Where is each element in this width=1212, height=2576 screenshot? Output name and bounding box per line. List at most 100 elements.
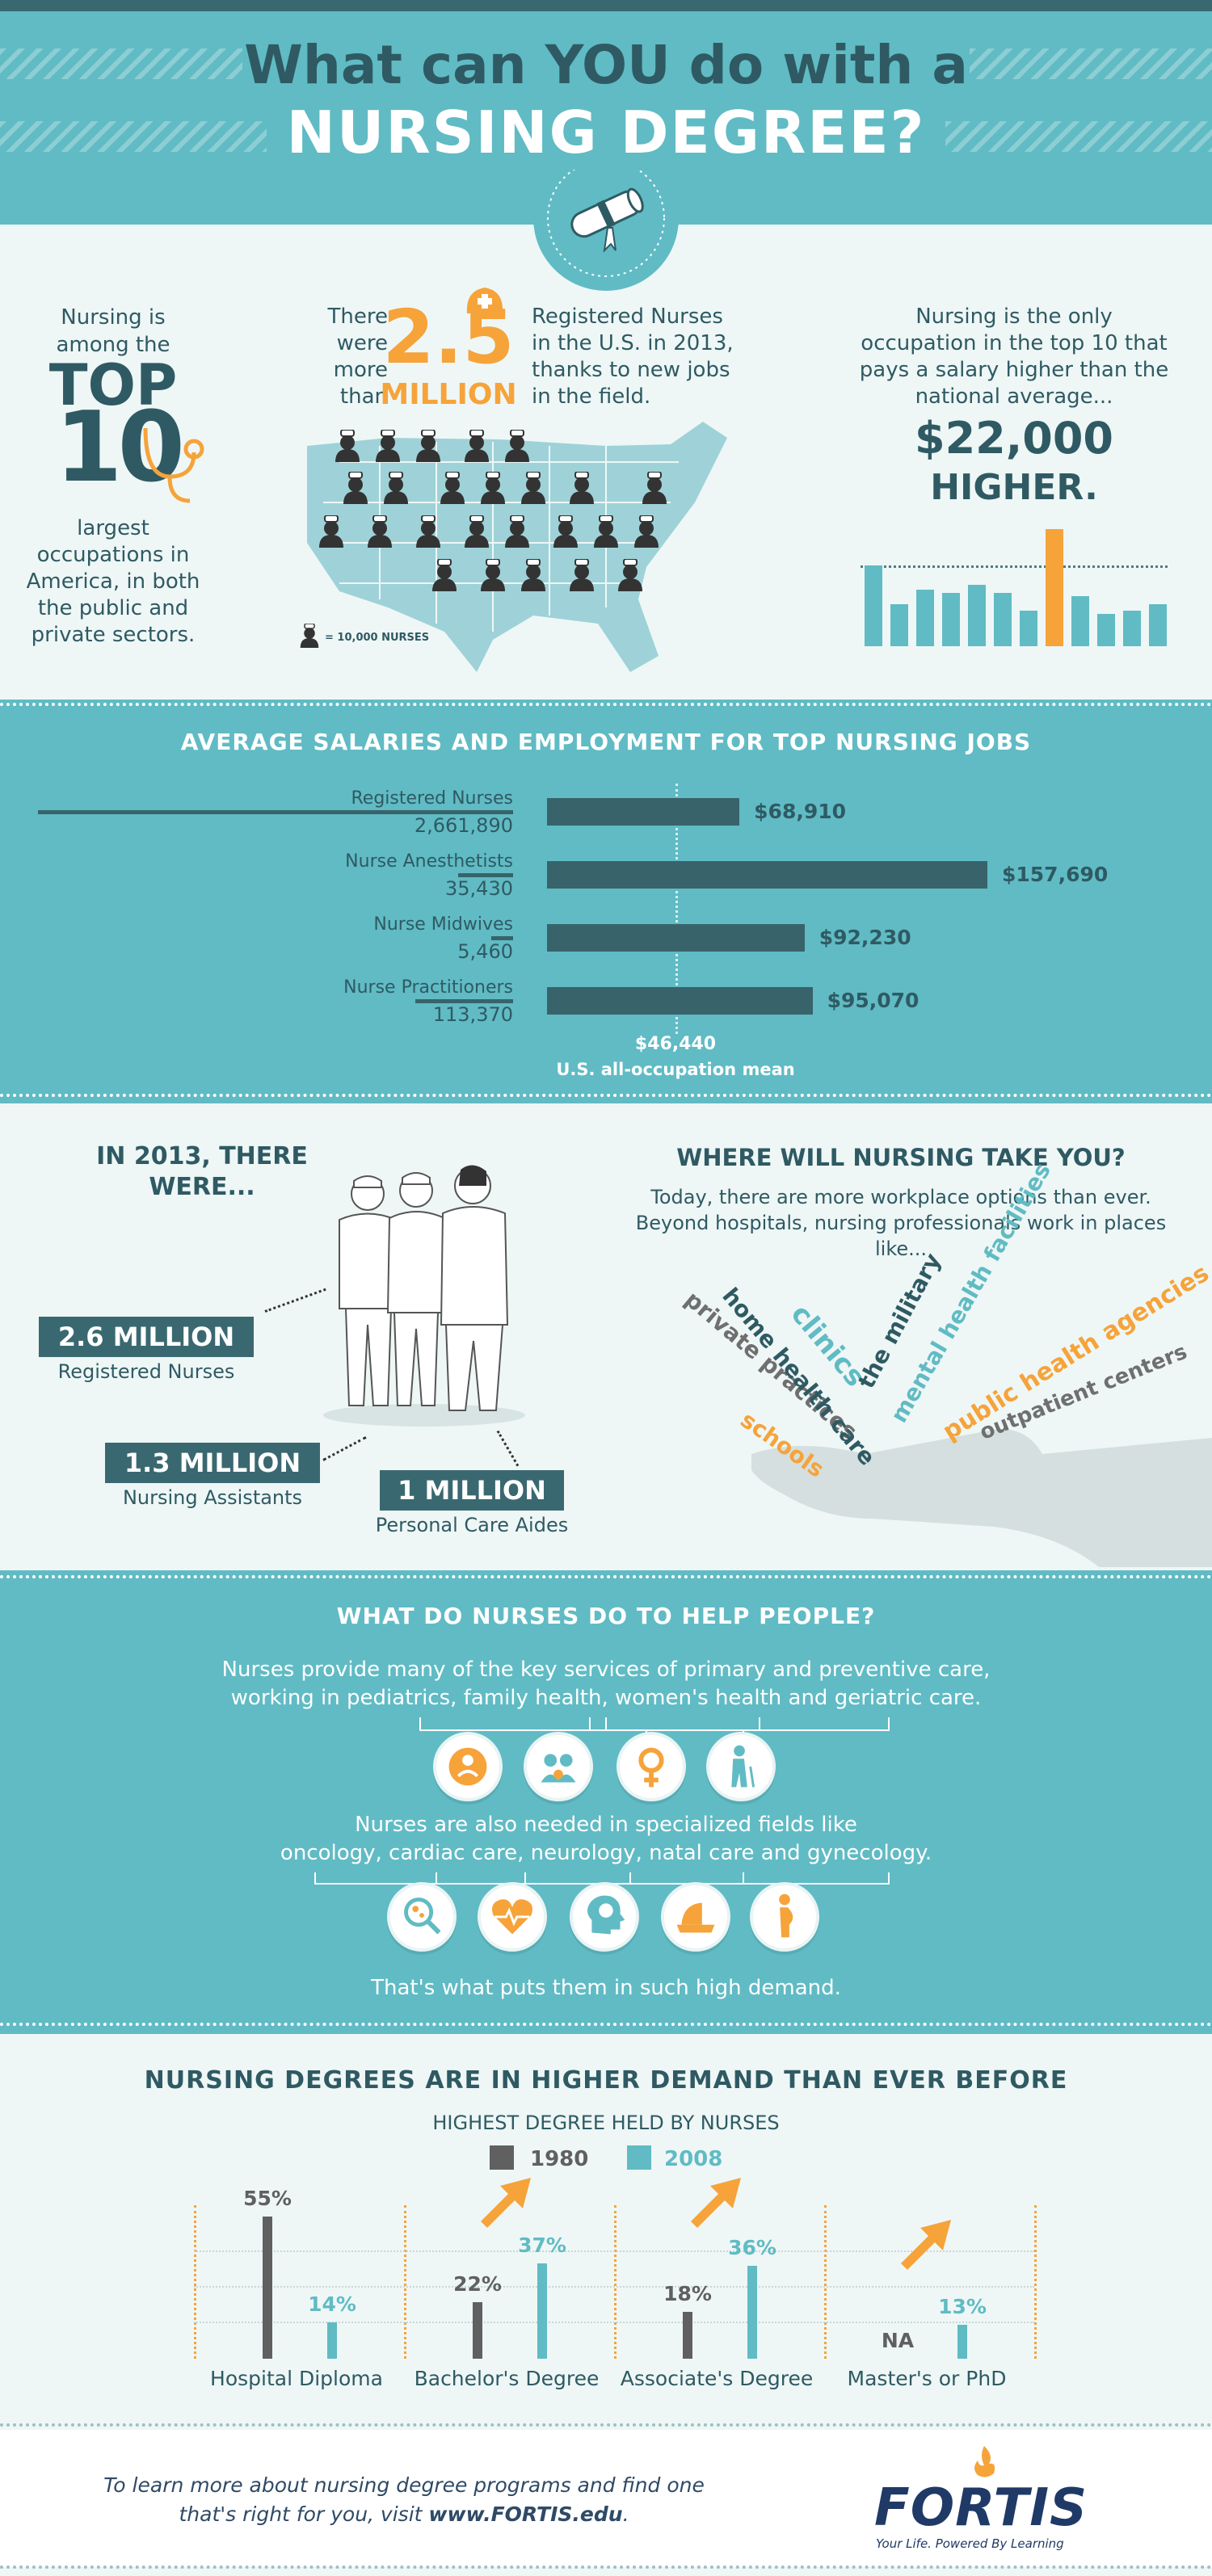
degrees-chart: 55% 14% 22% 37% 18% 36% NA 13% <box>186 2178 1037 2359</box>
natal-care-icon-circle <box>661 1882 730 1952</box>
diploma-badge <box>533 159 679 291</box>
nurse-icon <box>440 472 465 504</box>
header-band: What can YOU do with a NURSING DEGREE? <box>0 0 1212 225</box>
salary-mini-bar <box>1071 596 1089 646</box>
stat-label-personal-care-aides: Personal Care Aides <box>375 1514 569 1536</box>
top10-number: 10 <box>55 392 185 504</box>
cardiac-care-icon-circle <box>478 1882 547 1952</box>
legend-label-1980: 1980 <box>530 2147 589 2171</box>
group-divider <box>404 2205 406 2359</box>
employment-line-3 <box>415 999 513 1003</box>
family-health-icon <box>541 1754 576 1783</box>
salary-mini-bar <box>916 590 934 646</box>
chart-gridline <box>194 2250 1034 2252</box>
increase-arrow-icon <box>691 2178 741 2228</box>
header-stripes-right <box>970 48 1212 79</box>
employment-line-1 <box>458 873 513 877</box>
geriatric-care-icon <box>731 1745 755 1788</box>
degree-bar-1980 <box>473 2301 482 2359</box>
increase-arrow-icon <box>901 2220 951 2270</box>
salaries-divider-top <box>0 703 1212 706</box>
nurse-icon <box>642 472 667 504</box>
nurse-icon <box>376 430 400 462</box>
job-name-2: Nurse Midwives <box>373 914 513 935</box>
neurology-icon <box>587 1895 625 1935</box>
salary-mini-bar <box>968 585 986 646</box>
help-divider-bottom <box>0 2023 1212 2026</box>
nurse-icon <box>384 472 408 504</box>
nurse-icon <box>481 472 505 504</box>
salary-mini-bar <box>865 565 882 646</box>
nurse-icon <box>335 430 360 462</box>
higher-intro-text: Nursing is the only occupation in the to… <box>859 305 1169 409</box>
salary-bar-2 <box>547 924 805 952</box>
nurse-icon <box>368 515 392 548</box>
salaries-section <box>0 700 1212 1103</box>
footer-link[interactable]: www.FORTIS.edu <box>428 2502 623 2526</box>
million-number: 2.5 <box>382 294 515 380</box>
neurology-icon-circle <box>570 1882 639 1952</box>
nurse-icon <box>594 515 618 548</box>
group-divider <box>194 2205 196 2359</box>
family-health-icon-circle <box>524 1732 593 1801</box>
header-stripes-left <box>0 48 242 79</box>
group-divider <box>824 2205 827 2359</box>
where-text: Today, there are more workplace options … <box>635 1186 1167 1260</box>
job-employment-2: 5,460 <box>457 940 513 963</box>
nurse-icon <box>481 559 505 591</box>
stethoscope-icon <box>143 427 204 503</box>
nurse-icon <box>319 515 343 548</box>
salary-mini-bar <box>942 593 960 646</box>
salary-mini-bar <box>1097 614 1115 646</box>
group-divider <box>1034 2205 1037 2359</box>
stat-pointer-3 <box>496 1430 520 1467</box>
nurse-cap-icon <box>466 288 503 313</box>
degree-value-2008: 37% <box>518 2233 566 2257</box>
degree-bar-1980 <box>683 2312 692 2359</box>
nurse-icon <box>465 515 489 548</box>
job-employment-0: 2,661,890 <box>414 814 513 837</box>
degree-category-label: Hospital Diploma <box>210 2367 383 2390</box>
in2013-title: IN 2013, THERE WERE... <box>96 1142 308 1201</box>
group-divider <box>614 2205 617 2359</box>
degrees-subtitle: HIGHEST DEGREE HELD BY NURSES <box>432 2112 780 2134</box>
hand-illustration <box>751 1429 1212 1567</box>
help-divider-top <box>0 1575 1212 1578</box>
nurse-icon <box>570 472 594 504</box>
stat-box-registered-nurses: 2.6 MILLION <box>39 1317 254 1357</box>
degree-category-label: Associate's Degree <box>620 2367 814 2390</box>
map-legend-text: = 10,000 NURSES <box>325 632 430 644</box>
footer-text-period: . <box>622 2502 629 2526</box>
stat-box-nursing-assistants: 1.3 MILLION <box>105 1443 320 1483</box>
million-after-text: Registered Nurses in the U.S. in 2013, t… <box>532 305 734 409</box>
degree-value-1980: NA <box>881 2329 915 2352</box>
salary-value-3: $95,070 <box>827 989 920 1012</box>
cardiac-care-icon <box>492 1899 532 1935</box>
salary-mini-bar <box>994 593 1012 646</box>
degree-category-label: Bachelor's Degree <box>414 2367 600 2390</box>
nurse-icon <box>521 472 545 504</box>
header-top-strip <box>0 0 1212 11</box>
stat-label-nursing-assistants: Nursing Assistants <box>122 1486 303 1509</box>
million-lead-text: There were more than <box>327 305 388 409</box>
degree-bar-2008 <box>957 2325 967 2359</box>
footer-text-line1: To learn more about nursing degree progr… <box>103 2473 705 2497</box>
help-closing-text: That's what puts them in such high deman… <box>371 1976 841 2000</box>
degree-bar-2008 <box>537 2263 547 2359</box>
salary-mini-bar <box>1149 604 1167 646</box>
job-employment-1: 35,430 <box>445 877 513 900</box>
nurse-icon <box>553 515 578 548</box>
nurse-icon <box>465 430 489 462</box>
degree-bar-2008 <box>327 2322 337 2359</box>
nurse-icon <box>570 559 594 591</box>
degree-value-2008: 36% <box>728 2235 776 2259</box>
top10-outro-text: largest occupations in America, in both … <box>26 516 200 647</box>
fortis-flame-icon <box>974 2446 995 2477</box>
salary-value-0: $68,910 <box>754 800 847 823</box>
salaries-title: AVERAGE SALARIES AND EMPLOYMENT FOR TOP … <box>180 729 1032 755</box>
page-title-line2: NURSING DEGREE? <box>286 99 926 166</box>
top10-top-word: TOP <box>48 352 178 418</box>
employment-line-2 <box>491 936 513 940</box>
nurse-icon <box>521 559 545 591</box>
